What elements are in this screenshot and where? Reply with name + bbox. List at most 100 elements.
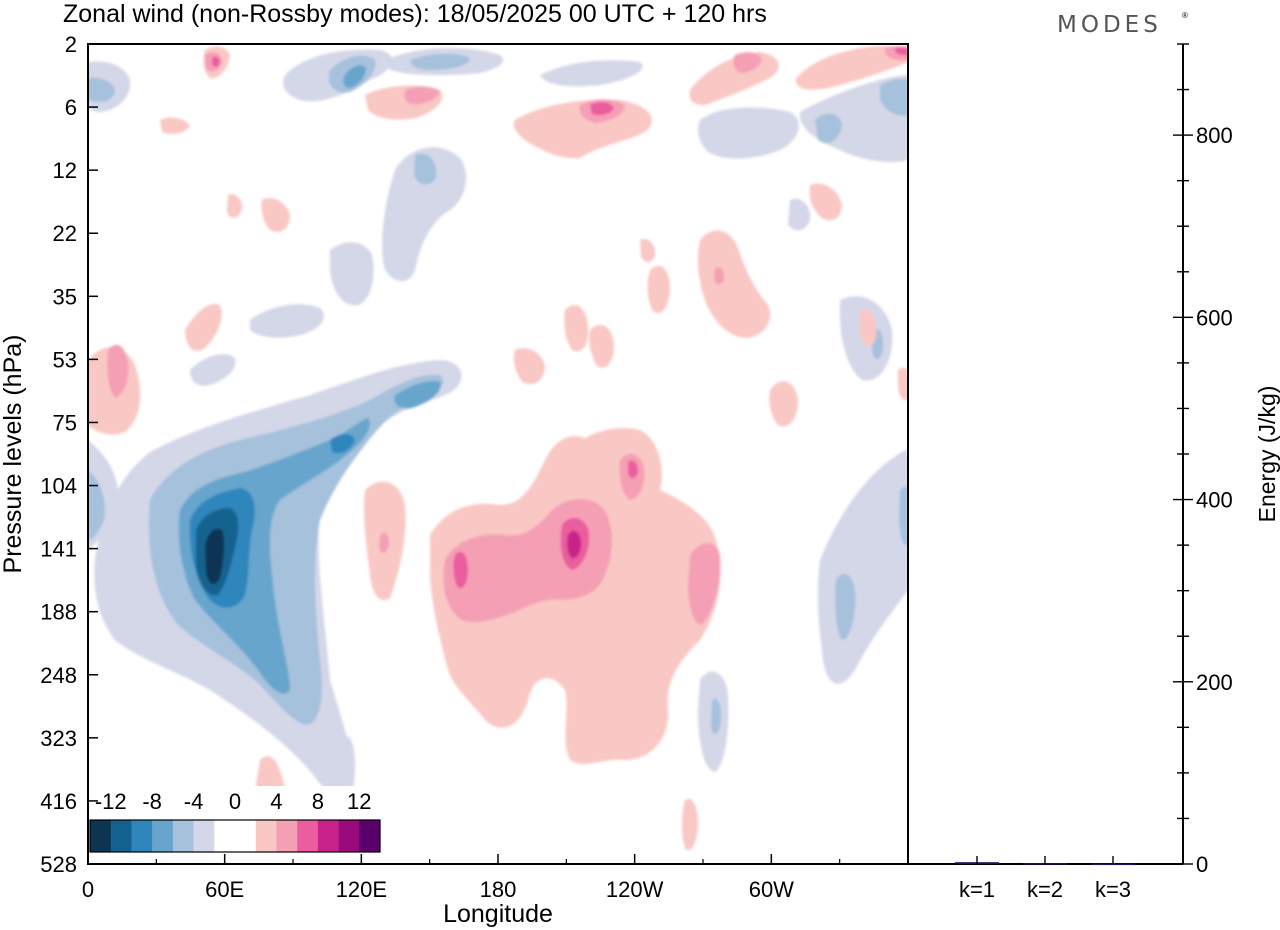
y-tick-label: 2 bbox=[65, 32, 77, 57]
contour-neg-4-r6 bbox=[414, 153, 437, 185]
contour-pos-4-j bbox=[714, 267, 725, 285]
contour-neg-4-l1 bbox=[88, 470, 106, 540]
energy-category-label: k=1 bbox=[959, 877, 995, 902]
colorbar-swatch bbox=[214, 820, 236, 852]
contour-neg-2-top4 bbox=[540, 60, 643, 87]
x-tick-label: 60E bbox=[205, 877, 244, 902]
contour-neg-2-mid3 bbox=[250, 304, 324, 338]
x-axis: 0 60E 120E 180 120W 60W bbox=[82, 854, 841, 902]
y-tick-label: 53 bbox=[53, 347, 77, 372]
colorbar-swatch bbox=[131, 820, 153, 852]
y-axis: 2 6 12 22 35 53 75 104 141 188 248 323 416 528 bbox=[40, 32, 98, 877]
colorbar-swatch bbox=[110, 820, 132, 852]
y-axis-label: Pressure levels (hPa) bbox=[0, 335, 27, 574]
contour-neg-2-r7 bbox=[788, 198, 811, 231]
colorbar: -12 -8 -4 0 4 8 12 bbox=[88, 786, 384, 864]
contour-pos-2-v bbox=[809, 183, 842, 221]
y-tick-label: 248 bbox=[40, 663, 77, 688]
y-tick-label: 141 bbox=[40, 537, 77, 562]
x-tick-label: 120E bbox=[336, 877, 387, 902]
y-tick-label: 416 bbox=[40, 789, 77, 814]
x-tick-label: 0 bbox=[82, 877, 94, 902]
contour-pos-2-l bbox=[647, 265, 670, 314]
colorbar-swatch bbox=[338, 820, 360, 852]
colorbar-swatch bbox=[297, 820, 319, 852]
contour-pos-4-i bbox=[379, 533, 390, 553]
colorbar-swatch bbox=[276, 820, 298, 852]
contour-neg-2-r1 bbox=[698, 107, 799, 159]
colorbar-label: -8 bbox=[142, 789, 162, 814]
energy-category-label: k=2 bbox=[1027, 877, 1063, 902]
colorbar-label: -4 bbox=[184, 789, 204, 814]
contour-pos-6-b bbox=[453, 551, 468, 589]
contour-neg-6-a bbox=[394, 380, 441, 409]
colorbar-label: 12 bbox=[347, 789, 371, 814]
contour-neg-4-t1 bbox=[88, 77, 115, 102]
energy-tick-label: 600 bbox=[1196, 305, 1233, 330]
y-tick-label: 35 bbox=[53, 284, 77, 309]
contour-pos-2-s bbox=[261, 198, 290, 232]
contour-neg-2-r6 bbox=[337, 736, 356, 802]
y-tick-label: 6 bbox=[65, 95, 77, 120]
contour-neg-2-mid2 bbox=[330, 242, 374, 306]
colorbar-swatch bbox=[255, 820, 277, 852]
contour-pos-2-t bbox=[227, 194, 243, 218]
contour-pos-2-h bbox=[697, 230, 771, 338]
colorbar-label: 4 bbox=[270, 789, 282, 814]
contour-neg-6-jet bbox=[178, 418, 370, 694]
contour-pos-2-g bbox=[795, 46, 908, 90]
x-tick-label: 60W bbox=[749, 877, 794, 902]
colorbar-swatch bbox=[235, 820, 257, 852]
contour-pos-4-e bbox=[404, 86, 440, 105]
energy-axis-label: Energy (J/kg) bbox=[1254, 386, 1280, 523]
contour-pos-2-r bbox=[860, 308, 877, 346]
colorbar-swatch bbox=[359, 820, 381, 852]
contour-pos-4-c bbox=[107, 344, 129, 398]
contour-neg-6-t bbox=[343, 65, 366, 88]
contour-pos-2-p bbox=[160, 117, 190, 134]
contour-neg-4-r4 bbox=[899, 486, 908, 546]
energy-tick-label: 0 bbox=[1196, 852, 1208, 877]
contour-pos-4-f bbox=[733, 52, 762, 73]
contour-pos-2-i bbox=[769, 381, 798, 427]
contour-pos-2-u bbox=[898, 367, 908, 401]
colorbar-swatch bbox=[172, 820, 194, 852]
contour-pos-2-w bbox=[640, 238, 656, 263]
contour-pos-2-k bbox=[589, 325, 614, 368]
colorbar-swatch bbox=[152, 820, 174, 852]
contour-pos-8 bbox=[567, 530, 582, 559]
energy-bar-panel: 0 200 400 600 800 k=1 k=2 k=3 bbox=[908, 43, 1233, 902]
y-tick-label: 75 bbox=[53, 410, 77, 435]
y-tick-label: 12 bbox=[53, 158, 77, 183]
x-tick-label: 120W bbox=[606, 877, 664, 902]
energy-tick-label: 800 bbox=[1196, 123, 1233, 148]
contour-pos-6-e bbox=[628, 460, 638, 479]
y-tick-label: 104 bbox=[40, 474, 77, 499]
energy-bar bbox=[1091, 863, 1135, 866]
contour-neg-4-r2 bbox=[880, 78, 908, 116]
contour-field bbox=[88, 46, 908, 860]
x-tick-label: 180 bbox=[480, 877, 517, 902]
colorbar-label: -12 bbox=[95, 789, 127, 814]
energy-tick-label: 400 bbox=[1196, 488, 1233, 513]
colorbar-swatch bbox=[90, 820, 112, 852]
y-tick-label: 22 bbox=[53, 221, 77, 246]
contour-neg-4-jet bbox=[148, 374, 444, 725]
colorbar-swatch bbox=[193, 820, 215, 852]
contour-pos-2-c bbox=[185, 303, 222, 351]
contour-neg-2-mid4 bbox=[190, 354, 236, 386]
contour-pos-4-b bbox=[688, 542, 721, 625]
contour-pos-6-c bbox=[590, 101, 614, 116]
colorbar-frame bbox=[89, 819, 381, 853]
contour-neg-4-t3 bbox=[410, 53, 470, 70]
contour-neg-4-r3 bbox=[835, 574, 856, 640]
y-tick-label: 188 bbox=[40, 600, 77, 625]
contour-neg-8-b bbox=[330, 434, 355, 454]
energy-category-label: k=3 bbox=[1095, 877, 1131, 902]
colorbar-swatch bbox=[317, 820, 339, 852]
contour-neg-4-r1 bbox=[815, 113, 842, 144]
contour-neg-4-r5 bbox=[711, 698, 722, 734]
contour-pos-2-j bbox=[564, 305, 589, 352]
contour-pos-2-q bbox=[513, 348, 545, 385]
